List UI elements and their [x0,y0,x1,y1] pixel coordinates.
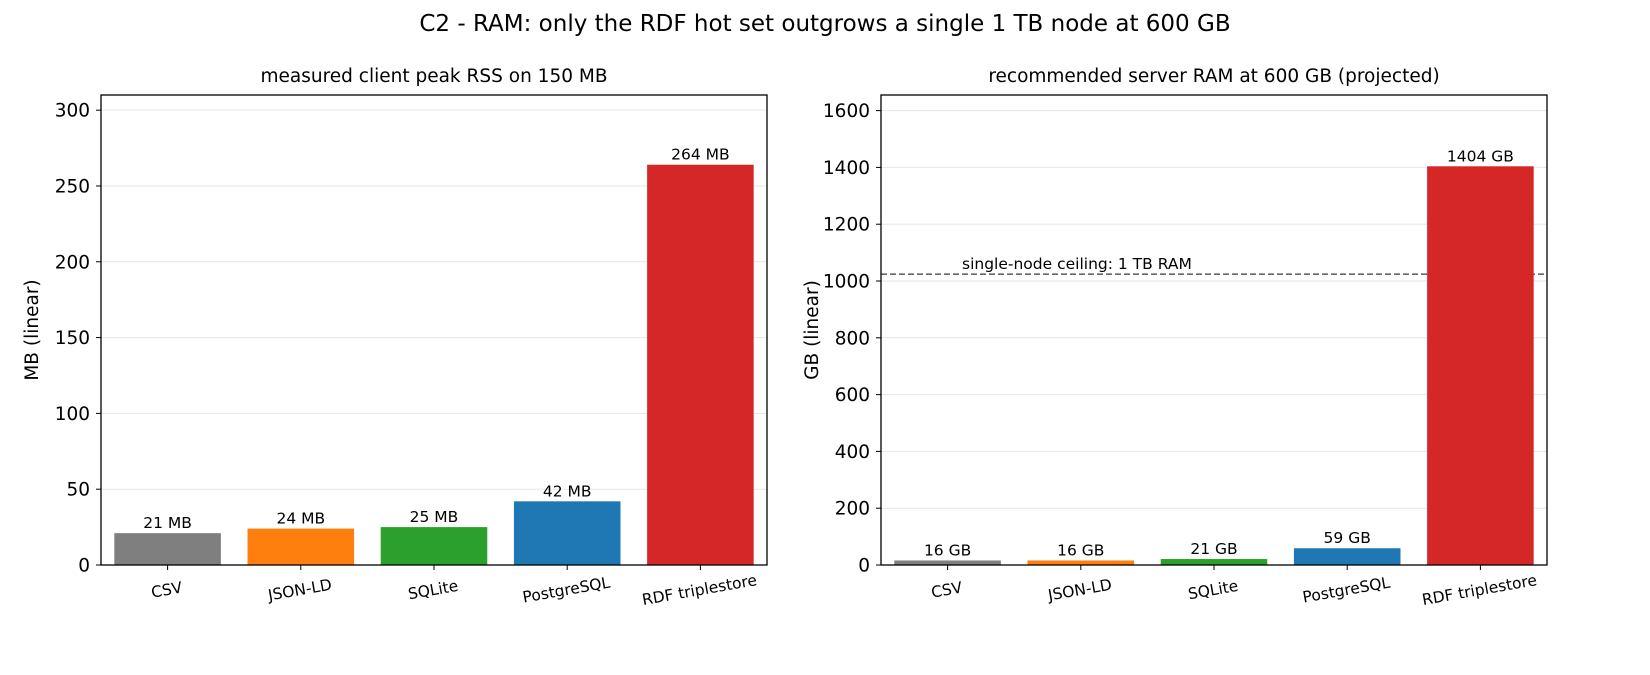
chart1-y-tick-label-8: 1600 [823,101,870,122]
chart0-y-tick-label-0: 0 [78,556,90,577]
chart0-y-tick-label-2: 100 [55,404,90,425]
chart1-y-tick-label-3: 600 [835,385,870,406]
chart1-data-label-2: 21 GB [1190,540,1237,558]
chart1-y-tick-label-4: 800 [835,328,870,349]
chart1-bar-4 [1427,166,1534,566]
chart1-y-tick-label-5: 1000 [823,272,870,293]
chart0-y-tick-label-4: 200 [55,252,90,273]
chart0-y-tick-label-5: 250 [55,176,90,197]
chart1-y-axis-label: GB (linear) [802,280,823,380]
figure-title: C2 - RAM: only the RDF hot set outgrows … [419,11,1230,37]
chart0-data-label-0: 21 MB [143,514,192,532]
chart1-title: recommended server RAM at 600 GB (projec… [988,66,1439,87]
chart1-y-tick-label-6: 1200 [823,215,870,236]
chart1-data-label-0: 16 GB [924,541,971,559]
chart0-y-axis-label: MB (linear) [22,279,43,380]
chart1-x-tick-label-0: CSV [930,578,964,601]
chart1-reference-label: single-node ceiling: 1 TB RAM [962,255,1192,273]
chart1-y-tick-label-2: 400 [835,442,870,463]
chart1-data-label-3: 59 GB [1324,529,1371,547]
chart0-x-tick-label-0: CSV [150,578,184,601]
chart0-data-label-2: 25 MB [410,508,459,526]
chart1-bar-2 [1160,559,1268,565]
chart0-bar-1 [247,528,355,565]
chart0-y-tick-label-1: 50 [66,480,90,501]
chart1-y-tick-label-0: 0 [858,556,870,577]
chart1-axes-frame [880,94,1548,566]
chart1-bar-1 [1027,560,1135,565]
chart0-bar-3 [513,501,621,565]
chart0-data-label-1: 24 MB [276,510,325,528]
chart0-title: measured client peak RSS on 150 MB [260,66,607,87]
chart0-y-tick-label-6: 300 [55,101,90,122]
chart1-data-label-4: 1404 GB [1447,147,1514,165]
chart0-axes-frame [100,94,768,566]
chart1-y-tick-label-1: 200 [835,499,870,520]
right-chart-panel: single-node ceiling: 1 TB RAM 16 GB CSV 16 … [802,66,1548,609]
chart0-y-tick-label-3: 150 [55,328,90,349]
chart0-bar-2 [380,527,488,565]
chart1-y-tick-label-7: 1400 [823,158,870,179]
chart1-data-label-1: 16 GB [1057,541,1104,559]
chart0-bar-0 [114,533,221,565]
chart0-data-label-3: 42 MB [543,482,592,500]
chart0-bar-4 [647,164,754,565]
chart1-bar-0 [894,560,1001,565]
chart0-data-label-4: 264 MB [671,146,730,164]
chart1-bar-3 [1293,548,1401,565]
